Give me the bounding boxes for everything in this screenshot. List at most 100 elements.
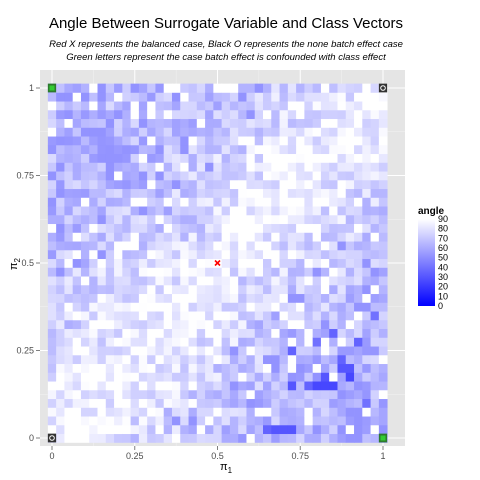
- heatmap-cell: [47, 398, 57, 408]
- heatmap-cell: [105, 206, 115, 216]
- heatmap-cell: [221, 144, 231, 155]
- heatmap-cell: [345, 293, 355, 303]
- heatmap-cell: [362, 118, 371, 128]
- heatmap-cell: [64, 398, 74, 408]
- heatmap-cell: [238, 311, 247, 321]
- heatmap-cell: [180, 232, 189, 242]
- heatmap-cell: [155, 109, 165, 120]
- heatmap-cell: [147, 372, 156, 382]
- heatmap-cell: [378, 381, 388, 391]
- heatmap-cell: [213, 101, 223, 111]
- heatmap-cell: [114, 214, 123, 225]
- heatmap-cell: [337, 179, 347, 190]
- heatmap-cell: [205, 83, 214, 93]
- heatmap-cell: [72, 416, 82, 426]
- heatmap-cell: [130, 284, 140, 295]
- chart-subtitle-line-1: Red X represents the balanced case, Blac…: [49, 39, 403, 50]
- heatmap-cell: [370, 223, 380, 233]
- heatmap-cell: [354, 328, 363, 338]
- heatmap-cell: [271, 206, 280, 216]
- heatmap-cell: [254, 206, 264, 216]
- heatmap-cell: [80, 381, 90, 391]
- heatmap-cell: [271, 337, 280, 347]
- heatmap-cell: [188, 197, 198, 207]
- heatmap-cell: [89, 179, 98, 190]
- heatmap-cell: [271, 144, 280, 155]
- heatmap-cell: [320, 171, 330, 181]
- heatmap-cell: [122, 153, 132, 163]
- heatmap-cell: [213, 337, 223, 347]
- heatmap-cell: [196, 416, 206, 426]
- no-batch-effect-tile: [378, 83, 388, 93]
- heatmap-cell: [354, 416, 363, 426]
- heatmap-cell: [271, 363, 280, 373]
- heatmap-cell: [246, 354, 256, 365]
- heatmap-cell: [287, 197, 297, 207]
- heatmap-cell: [370, 101, 380, 111]
- heatmap-cell: [370, 407, 380, 417]
- heatmap-cell: [296, 354, 305, 365]
- heatmap-cell: [97, 83, 107, 93]
- heatmap-cell: [114, 328, 123, 338]
- heatmap-cell: [345, 389, 355, 400]
- heatmap-cell: [246, 109, 256, 120]
- heatmap-cell: [89, 267, 98, 277]
- heatmap-cell: [64, 433, 74, 443]
- heatmap-cell: [130, 276, 140, 286]
- heatmap-cell: [345, 424, 355, 435]
- heatmap-cell: [47, 249, 57, 260]
- heatmap-cell: [97, 223, 107, 233]
- heatmap-cell: [72, 337, 82, 347]
- heatmap-cell: [130, 179, 140, 190]
- heatmap-cell: [80, 337, 90, 347]
- heatmap-cell: [229, 153, 239, 163]
- heatmap-cell: [72, 118, 82, 128]
- heatmap-cell: [213, 162, 223, 172]
- heatmap-cell: [171, 319, 181, 330]
- heatmap-cell: [147, 162, 156, 172]
- heatmap-cell: [279, 223, 289, 233]
- heatmap-cell: [114, 153, 123, 163]
- heatmap-cell: [370, 118, 380, 128]
- heatmap-cell: [304, 302, 314, 312]
- heatmap-cell: [304, 249, 314, 260]
- heatmap-cell: [354, 267, 363, 277]
- heatmap-cell: [279, 302, 289, 312]
- heatmap-cell: [147, 153, 156, 163]
- heatmap-cell: [130, 398, 140, 408]
- heatmap-cell: [279, 416, 289, 426]
- heatmap-cell: [320, 101, 330, 111]
- heatmap-cell: [279, 179, 289, 190]
- heatmap-cell: [229, 171, 239, 181]
- heatmap-cell: [254, 92, 264, 102]
- heatmap-cell: [238, 214, 247, 225]
- heatmap-cell: [196, 284, 206, 295]
- heatmap-cell: [97, 293, 107, 303]
- heatmap-cell: [80, 363, 90, 373]
- heatmap-cell: [147, 416, 156, 426]
- heatmap-cell: [312, 293, 322, 303]
- heatmap-cell: [279, 153, 289, 163]
- heatmap-cell: [163, 179, 173, 190]
- heatmap-cell: [163, 407, 173, 417]
- heatmap-cell: [180, 346, 189, 356]
- heatmap-cell: [279, 372, 289, 382]
- heatmap-cell: [229, 214, 239, 225]
- heatmap-cell: [354, 319, 363, 330]
- heatmap-cell: [304, 153, 314, 163]
- heatmap-cell: [56, 337, 65, 347]
- heatmap-cell: [205, 171, 214, 181]
- heatmap-cell: [296, 424, 305, 435]
- heatmap-cell: [130, 188, 140, 198]
- heatmap-cell: [147, 407, 156, 417]
- heatmap-cell: [105, 416, 115, 426]
- heatmap-cell: [180, 206, 189, 216]
- heatmap-cell: [312, 241, 322, 251]
- heatmap-cell: [130, 363, 140, 373]
- heatmap-cell: [312, 92, 322, 102]
- heatmap-cell: [229, 258, 239, 268]
- heatmap-cell: [138, 389, 148, 400]
- heatmap-cell: [296, 407, 305, 417]
- heatmap-cell: [130, 162, 140, 172]
- heatmap-cell: [196, 136, 206, 146]
